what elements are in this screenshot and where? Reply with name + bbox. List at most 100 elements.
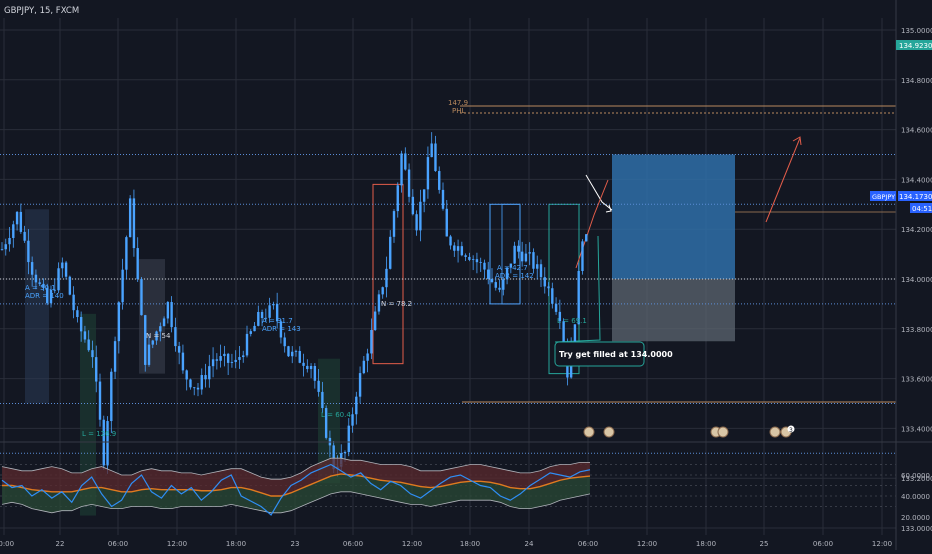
candle-body (419, 201, 422, 231)
label-a-day1: A = 50.1 (25, 284, 56, 292)
candle-body (166, 302, 170, 319)
callout-box (554, 341, 645, 367)
time-tick-label: 00:00 (0, 540, 14, 548)
symbol-tag-bg (870, 191, 896, 201)
candle-body (181, 352, 185, 371)
candle-body (87, 339, 90, 351)
candle-body (453, 245, 456, 251)
candle-body (204, 375, 207, 380)
candle-body (238, 357, 241, 360)
candle-body (249, 331, 252, 334)
candle-body (0, 249, 4, 250)
event-marker-icon[interactable] (769, 426, 781, 438)
candle-body (351, 414, 354, 426)
candle-body (298, 351, 301, 363)
candle-body (445, 208, 448, 237)
candles (0, 132, 588, 477)
candle-body (223, 353, 226, 357)
event-marker-icon[interactable] (603, 426, 615, 438)
time-tick-label: 12:00 (872, 540, 892, 548)
candle-body (524, 253, 528, 262)
candle-body (502, 279, 505, 290)
label-l-day3: L = 69.1 (557, 317, 587, 325)
price-tick-label: 134.6000 (901, 127, 932, 135)
event-marker-icon[interactable] (583, 426, 595, 438)
candle-body (430, 143, 433, 158)
projection-arrow-red-2 (765, 137, 801, 223)
candle-body (189, 379, 192, 388)
candle-body (242, 355, 245, 358)
candle-body (283, 337, 286, 347)
candle-body (132, 198, 136, 249)
candle-body (377, 294, 381, 312)
candle-body (68, 276, 72, 295)
time-tick-label: 06:00 (108, 540, 128, 548)
long-position-profit-zone (612, 154, 735, 279)
candle-body (53, 289, 56, 291)
candle-body (426, 157, 430, 190)
osc-basis-line (2, 473, 591, 497)
candle-body (287, 346, 290, 357)
candle-body (257, 311, 260, 326)
candle-body (174, 327, 177, 347)
event-marker-icon[interactable] (717, 426, 729, 438)
candle-body (441, 189, 445, 209)
label-adr-day3: ADR = 142 (495, 272, 534, 280)
time-tick-label: 12:00 (167, 540, 187, 548)
candle-body (121, 269, 124, 303)
candle-body (91, 350, 94, 358)
candle-body (27, 240, 30, 263)
fill-callout[interactable]: Try get filled at 134.0000 (554, 341, 673, 367)
candle-body (392, 211, 396, 237)
candle-body (185, 370, 188, 380)
countdown-tag: 04:51 (912, 205, 932, 213)
candle-body (46, 287, 49, 304)
candle-body (539, 264, 543, 278)
range-box-day1b (139, 259, 165, 374)
candle-body (313, 365, 317, 381)
candle-body (347, 425, 350, 453)
callout-text: Try get filled at 134.0000 (559, 350, 673, 359)
candle-body (494, 282, 497, 288)
candle-body (483, 262, 486, 270)
candle-body (113, 341, 117, 372)
candle-body (309, 365, 313, 370)
candle-body (490, 278, 494, 283)
low-zone-day1 (80, 313, 96, 516)
candle-body (449, 236, 452, 246)
candle-body (509, 263, 513, 268)
candle-body (19, 211, 23, 232)
candle-body (400, 153, 403, 186)
candle-body (577, 271, 580, 325)
candle-body (460, 246, 464, 256)
candle-body (268, 305, 271, 318)
candle-body (332, 445, 335, 470)
candle-body (475, 259, 479, 263)
candle-body (554, 303, 558, 312)
candle-body (162, 318, 166, 327)
candle-body (12, 224, 15, 238)
candle-body (42, 283, 45, 288)
candle-body (275, 303, 279, 322)
label-a-day2: A = 31.7 (262, 317, 293, 325)
candle-body (57, 268, 60, 291)
candle-body (464, 255, 467, 257)
candle-body (219, 356, 222, 361)
candle-body (230, 362, 234, 363)
candle-body (264, 317, 268, 319)
candle-body (343, 452, 347, 454)
level-label-phl: PHL (452, 107, 465, 115)
candle-body (581, 241, 584, 272)
candle-body (528, 252, 531, 254)
event-markers[interactable] (583, 425, 795, 438)
candle-body (117, 302, 121, 342)
label-adr-day1: ADR = 140 (25, 292, 64, 300)
label-l-day2: L = 60.4 (321, 411, 351, 419)
candle-body (260, 311, 264, 319)
candle-body (291, 351, 294, 357)
candle-body (144, 315, 147, 365)
time-tick-label: 12:00 (637, 540, 657, 548)
